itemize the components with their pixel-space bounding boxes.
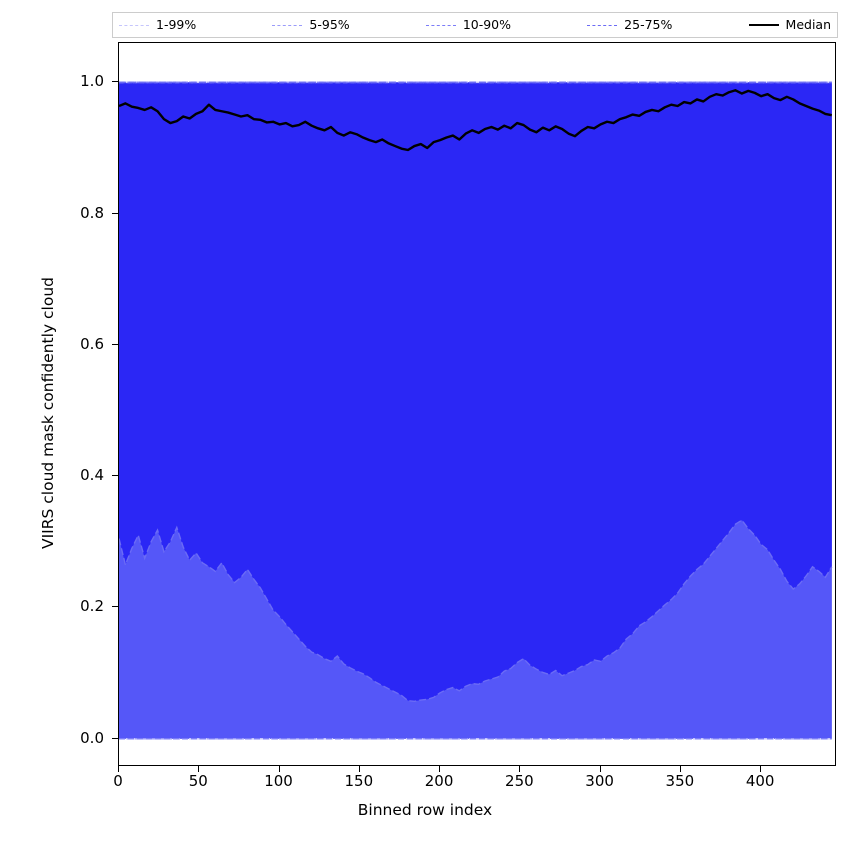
legend-entry-median: Median [748, 16, 831, 32]
legend-label-10-90: 10-90% [462, 16, 512, 32]
x-tick-label: 400 [745, 772, 775, 790]
legend-entry-1-99: 1-99% [119, 16, 197, 32]
y-tick-label: 0.6 [80, 334, 104, 353]
y-axis-label: VIIRS cloud mask confidently cloud [39, 277, 57, 550]
dashed-line-icon-10-90 [425, 24, 456, 26]
x-tick-mark [760, 766, 762, 772]
y-tick-label: 0.4 [80, 466, 104, 485]
legend-label-1-99: 1-99% [156, 16, 197, 32]
x-tick-label: 250 [505, 772, 534, 790]
y-tick-mark [112, 343, 118, 345]
legend-entry-5-95: 5-95% [272, 16, 350, 32]
median-line [119, 89, 833, 152]
x-tick-mark [118, 766, 119, 772]
x-tick-mark [519, 766, 521, 772]
y-tick-mark [112, 475, 118, 477]
x-tick-label: 150 [344, 772, 374, 790]
solid-line-icon-median [748, 24, 779, 26]
x-tick-mark [439, 766, 441, 772]
legend-entry-10-90: 10-90% [425, 16, 512, 32]
dashed-line-icon-5-95 [272, 24, 303, 26]
x-tick-mark [599, 766, 601, 772]
pline-p25 [119, 519, 833, 703]
chart-canvas [119, 81, 833, 740]
legend-label-median: Median [785, 16, 831, 32]
band-25-75 [119, 82, 832, 702]
x-tick-label: 300 [585, 772, 614, 790]
plot-area [118, 42, 836, 766]
y-tick-mark [112, 212, 118, 214]
legend-entry-25-75: 25-75% [587, 16, 673, 32]
x-tick-mark [278, 766, 280, 772]
chart-legend: 1-99% 5-95% 10-90% 25-75% Median [112, 12, 838, 38]
x-axis-label: Binned row index [357, 801, 493, 819]
y-tick-label: 1.0 [80, 72, 104, 91]
x-tick-label: 100 [264, 772, 293, 790]
legend-label-25-75: 25-75% [624, 16, 673, 32]
y-tick-mark [112, 81, 118, 83]
x-tick-label: 0 [113, 772, 123, 790]
y-tick-mark [112, 606, 118, 608]
dashed-line-icon-1-99 [119, 24, 149, 26]
dashed-line-icon-25-75 [587, 24, 618, 26]
x-tick-mark [679, 766, 681, 772]
legend-label-5-95: 5-95% [309, 16, 350, 32]
x-tick-mark [358, 766, 360, 772]
y-tick-label: 0.0 [80, 728, 104, 747]
x-tick-label: 50 [188, 772, 208, 790]
y-tick-label: 0.2 [80, 597, 104, 616]
x-tick-label: 350 [665, 772, 695, 790]
x-tick-label: 200 [424, 772, 454, 790]
y-tick-mark [112, 737, 118, 739]
x-tick-mark [198, 766, 200, 772]
y-tick-label: 0.8 [80, 203, 104, 222]
